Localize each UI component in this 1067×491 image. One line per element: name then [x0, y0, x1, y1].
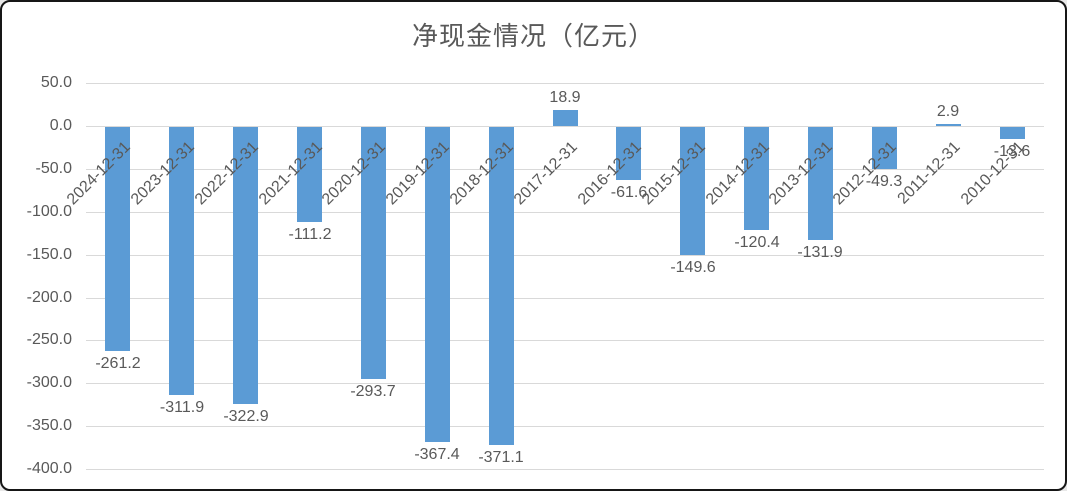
zero-gridline	[86, 126, 1044, 127]
data-label: -371.1	[478, 449, 524, 466]
gridline	[86, 255, 1044, 256]
bar-2012-12-31	[872, 127, 897, 169]
data-label: -131.9	[797, 244, 843, 261]
data-label: -367.4	[414, 446, 460, 463]
y-axis-tick-label: -300.0	[26, 374, 72, 391]
gridline	[86, 426, 1044, 427]
bar-2024-12-31	[105, 127, 130, 351]
bar-2018-12-31	[489, 127, 514, 445]
gridline	[86, 83, 1044, 84]
y-axis-tick-label: -200.0	[26, 289, 72, 306]
gridline	[86, 383, 1044, 384]
data-label: 18.9	[549, 89, 581, 106]
y-axis-tick-label: -150.0	[26, 246, 72, 263]
bar-2022-12-31	[233, 127, 258, 404]
bar-2023-12-31	[169, 127, 194, 395]
gridline	[86, 469, 1044, 470]
y-axis-tick-label: 0.0	[49, 117, 72, 134]
data-label: -149.6	[670, 259, 716, 276]
bar-2013-12-31	[808, 127, 833, 240]
data-label: -120.4	[734, 234, 780, 251]
y-axis-tick-label: -50.0	[35, 160, 72, 177]
gridline	[86, 212, 1044, 213]
data-label: -61.6	[610, 184, 648, 201]
gridline	[86, 340, 1044, 341]
data-label: -311.9	[159, 399, 205, 416]
y-axis-tick-label: -400.0	[26, 460, 72, 477]
bar-2017-12-31	[553, 110, 578, 126]
y-axis-tick-label: -350.0	[26, 417, 72, 434]
data-label: -111.2	[288, 226, 332, 243]
bar-2019-12-31	[425, 127, 450, 442]
bar-2021-12-31	[297, 127, 322, 222]
data-label: -322.9	[223, 408, 269, 425]
bar-2010-12-31	[1000, 127, 1025, 139]
x-axis-category-label: 2017-12-31	[511, 138, 582, 209]
data-label: -293.7	[350, 383, 396, 400]
data-label: -49.3	[865, 173, 903, 190]
gridline	[86, 169, 1044, 170]
bar-2014-12-31	[744, 127, 769, 230]
bar-2011-12-31	[936, 124, 961, 126]
data-label: 2.9	[936, 103, 960, 120]
bar-2016-12-31	[616, 127, 641, 180]
bar-2020-12-31	[361, 127, 386, 379]
gridline	[86, 298, 1044, 299]
y-axis-tick-label: -250.0	[26, 331, 72, 348]
chart-title: 净现金情况（亿元）	[411, 21, 655, 51]
data-label: -261.2	[95, 355, 141, 372]
data-label: -13.6	[993, 143, 1031, 160]
y-axis-tick-label: -100.0	[26, 203, 72, 220]
y-axis-tick-label: 50.0	[40, 74, 72, 91]
bar-2015-12-31	[680, 127, 705, 255]
